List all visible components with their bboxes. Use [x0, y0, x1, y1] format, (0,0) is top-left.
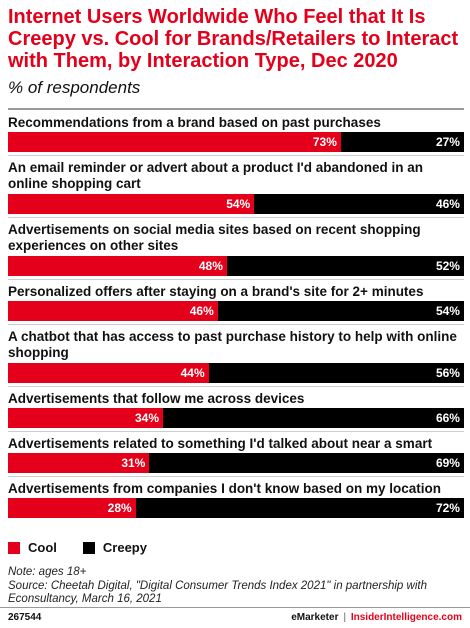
- bar-segment-creepy: 54%: [217, 301, 464, 321]
- stacked-bar: 73% 27%: [8, 132, 464, 152]
- stacked-bar: 31% 69%: [8, 453, 464, 473]
- bar-segment-creepy: 27%: [340, 132, 464, 152]
- data-label: 27%: [435, 135, 460, 149]
- bar-row: Advertisements from companies I don't kn…: [8, 481, 464, 518]
- row-divider: [8, 386, 464, 387]
- category-label: Advertisements that follow me across dev…: [8, 391, 305, 406]
- bar-segment-creepy: 66%: [163, 408, 464, 428]
- legend: Cool Creepy: [8, 540, 173, 555]
- stacked-bar: 46% 54%: [8, 301, 464, 321]
- data-label: 34%: [135, 411, 160, 425]
- bar-row: An email reminder or advert about a prod…: [8, 160, 464, 214]
- bar-segment-cool: 54%: [8, 194, 255, 214]
- chart-id: 267544: [8, 612, 42, 623]
- brand-insider-intelligence: InsiderIntelligence.com: [350, 612, 462, 623]
- stacked-bar: 54% 46%: [8, 194, 464, 214]
- legend-label-creepy: Creepy: [102, 540, 147, 555]
- data-label: 69%: [435, 456, 460, 470]
- row-divider: [8, 324, 464, 325]
- row-divider: [8, 431, 464, 432]
- data-label: 31%: [121, 456, 146, 470]
- row-divider: [8, 217, 464, 218]
- bar-row: Advertisements that follow me across dev…: [8, 391, 464, 428]
- category-label: A chatbot that has access to past purcha…: [8, 329, 457, 360]
- legend-item-cool: Cool: [8, 540, 57, 555]
- chart-notes: Note: ages 18+ Source: Cheetah Digital, …: [8, 566, 464, 607]
- legend-swatch-creepy: [82, 541, 95, 554]
- stacked-bar: 44% 56%: [8, 363, 464, 383]
- data-label: 54%: [226, 197, 251, 211]
- row-divider: [8, 476, 464, 477]
- data-label: 46%: [435, 197, 460, 211]
- top-rule: [8, 108, 464, 110]
- category-label: Personalized offers after staying on a b…: [8, 284, 424, 299]
- bar-segment-creepy: 72%: [135, 498, 464, 518]
- legend-label-cool: Cool: [28, 540, 57, 555]
- bottom-rule: [0, 607, 470, 608]
- bar-row: Advertisements on social media sites bas…: [8, 222, 464, 276]
- bar-segment-creepy: 46%: [254, 194, 464, 214]
- bar-segment-cool: 48%: [8, 256, 227, 276]
- bar-row: Personalized offers after staying on a b…: [8, 284, 464, 321]
- data-label: 48%: [198, 259, 223, 273]
- legend-swatch-cool: [8, 541, 20, 554]
- data-label: 52%: [435, 259, 460, 273]
- stacked-bar: 28% 72%: [8, 498, 464, 518]
- bar-row: Recommendations from a brand based on pa…: [8, 115, 464, 152]
- note-text: Note: ages 18+: [8, 566, 87, 578]
- bar-segment-cool: 31%: [8, 453, 150, 473]
- data-label: 54%: [435, 304, 460, 318]
- data-label: 28%: [107, 501, 132, 515]
- data-label: 44%: [180, 366, 205, 380]
- category-label: Advertisements on social media sites bas…: [8, 222, 421, 253]
- source-text: Source: Cheetah Digital, "Digital Consum…: [8, 579, 427, 606]
- bar-segment-cool: 44%: [8, 363, 209, 383]
- data-label: 72%: [435, 501, 460, 515]
- legend-item-creepy: Creepy: [82, 540, 147, 555]
- bar-segment-creepy: 52%: [226, 256, 464, 276]
- brand-separator: |: [343, 612, 347, 623]
- data-label: 66%: [435, 411, 460, 425]
- data-label: 56%: [435, 366, 460, 380]
- data-label: 73%: [312, 135, 337, 149]
- brand-footer: eMarketer | InsiderIntelligence.com: [291, 612, 462, 623]
- bar-segment-creepy: 69%: [149, 453, 464, 473]
- bar-segment-cool: 73%: [8, 132, 341, 152]
- bar-segment-cool: 46%: [8, 301, 218, 321]
- brand-emarketer: eMarketer: [291, 612, 339, 623]
- chart-subtitle: % of respondents: [8, 78, 141, 97]
- bar-row: Advertisements related to something I'd …: [8, 436, 464, 473]
- stacked-bar: 48% 52%: [8, 256, 464, 276]
- bar-row: A chatbot that has access to past purcha…: [8, 329, 464, 383]
- row-divider: [8, 279, 464, 280]
- category-label: Recommendations from a brand based on pa…: [8, 115, 381, 130]
- data-label: 46%: [189, 304, 214, 318]
- category-label: An email reminder or advert about a prod…: [8, 160, 424, 191]
- bar-segment-cool: 28%: [8, 498, 136, 518]
- chart-title: Internet Users Worldwide Who Feel that I…: [8, 6, 459, 72]
- stacked-bar: 34% 66%: [8, 408, 464, 428]
- bar-segment-creepy: 56%: [208, 363, 464, 383]
- row-divider: [8, 155, 464, 156]
- bar-segment-cool: 34%: [8, 408, 164, 428]
